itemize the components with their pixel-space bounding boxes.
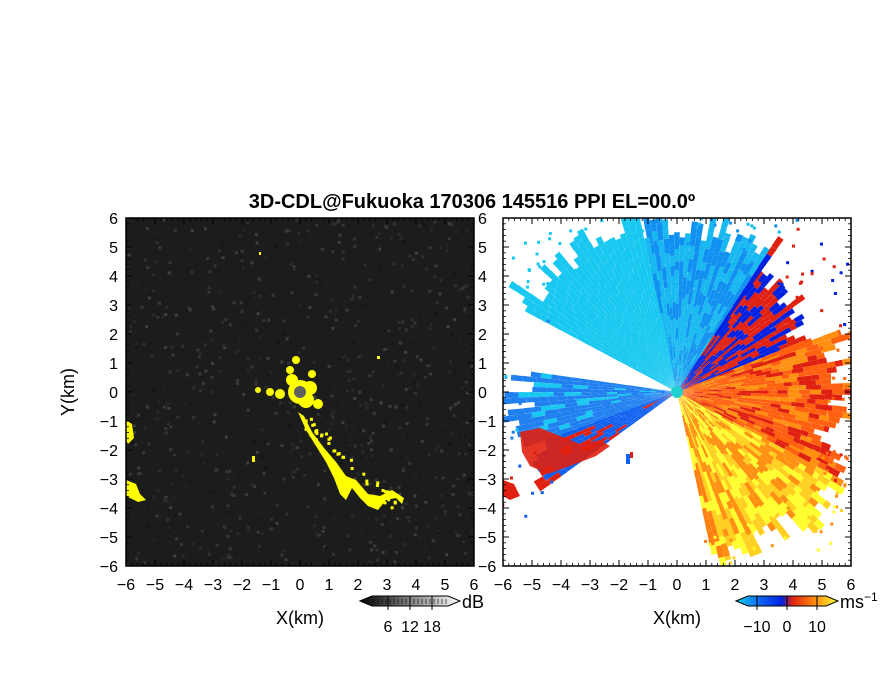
x-tick-label: 1 — [325, 577, 334, 594]
velocity-colorbar-label: ms−1 — [840, 590, 878, 612]
x-tick-label: 0 — [296, 577, 305, 594]
x-tick-label: −5 — [523, 577, 541, 594]
y-tick-label-right: −1 — [478, 414, 496, 431]
y-tick-label-right: 1 — [478, 356, 487, 373]
x-tick-label: −4 — [552, 577, 570, 594]
reflectivity-highlight — [126, 252, 404, 510]
x-tick-label: 2 — [354, 577, 363, 594]
colorbar-tick-label: 12 — [401, 619, 419, 636]
velocity-colorbar: −10 0 10 ms−1 — [734, 590, 878, 636]
velocity-axes: −6 −5 −4 −3 −2 −1 0 1 2 3 4 5 6 — [494, 217, 856, 594]
x-tick-label: 3 — [383, 577, 392, 594]
x-tick-label: 5 — [441, 577, 450, 594]
x-tick-label: −3 — [204, 577, 222, 594]
x-tick-label: 0 — [673, 577, 682, 594]
x-tick-label: −4 — [175, 577, 193, 594]
velocity-echo — [503, 218, 851, 566]
x-tick-label: −6 — [117, 577, 135, 594]
x-tick-label: −3 — [581, 577, 599, 594]
y-tick-label: 5 — [109, 240, 118, 257]
reflectivity-y-axis-label: Y(km) — [58, 368, 78, 416]
db-colorbar-ticks: 6 12 18 — [373, 596, 447, 636]
y-tick-label: −1 — [100, 414, 118, 431]
y-tick-label-right: 4 — [478, 269, 487, 286]
x-tick-label: −5 — [146, 577, 164, 594]
x-tick-label: 2 — [731, 577, 740, 594]
x-tick-label: 4 — [789, 577, 798, 594]
velocity-panel: −6 −5 −4 −3 −2 −1 0 1 2 3 4 5 6 X(km) — [494, 217, 856, 628]
velocity-x-axis-label: X(km) — [653, 608, 701, 628]
y-tick-label: 0 — [109, 385, 118, 402]
y-tick-label: 3 — [109, 298, 118, 315]
y-tick-label: 6 — [109, 211, 118, 228]
y-tick-label-right: 5 — [478, 240, 487, 257]
y-tick-label-right: −4 — [478, 501, 496, 518]
y-tick-label-right: 0 — [478, 385, 487, 402]
x-tick-label: 6 — [470, 577, 479, 594]
colorbar-tick-label: 0 — [783, 619, 792, 636]
x-tick-label: 5 — [818, 577, 827, 594]
x-tick-label: 1 — [702, 577, 711, 594]
x-tick-label: −2 — [610, 577, 628, 594]
y-tick-label-right: 2 — [478, 327, 487, 344]
radar-site-marker-velocity — [671, 386, 683, 398]
x-tick-label: −1 — [262, 577, 280, 594]
y-tick-label: 4 — [109, 269, 118, 286]
x-tick-label: 6 — [847, 577, 856, 594]
x-tick-label: 4 — [412, 577, 421, 594]
reflectivity-colorbar: 6 12 18 dB — [358, 592, 484, 636]
y-tick-label: −2 — [100, 443, 118, 460]
colorbar-tick-label: 6 — [384, 619, 393, 636]
reflectivity-panel: −66 6−55 5−44 4−33 3−22 2−11 100 01−1 −12−2 −23−3… — [58, 211, 497, 628]
colorbar-tick-label: 10 — [808, 619, 826, 636]
y-tick-label-right: −5 — [478, 530, 496, 547]
figure-title: 3D-CDL@Fukuoka 170306 145516 PPI EL=00.0… — [249, 191, 695, 213]
colorbar-tick-label: −10 — [743, 619, 770, 636]
y-tick-label: 2 — [109, 327, 118, 344]
y-tick-label: −4 — [100, 501, 118, 518]
y-tick-label-right: 3 — [478, 298, 487, 315]
y-tick-label-right: −2 — [478, 443, 496, 460]
colorbar-tick-label: 18 — [423, 619, 441, 636]
velocity-colorbar-label-exponent: −1 — [864, 590, 878, 604]
y-tick-label-right: −6 — [478, 559, 496, 576]
x-tick-label: −6 — [494, 577, 512, 594]
reflectivity-x-axis-label: X(km) — [276, 608, 324, 628]
reflectivity-axes: −66 6−55 5−44 4−33 3−22 2−11 100 01−1 −12−2 −23−3… — [100, 211, 497, 594]
y-tick-label-right: −3 — [478, 472, 496, 489]
y-tick-label-right: 6 — [478, 211, 487, 228]
y-tick-label: 1 — [109, 356, 118, 373]
y-tick-label: −3 — [100, 472, 118, 489]
y-tick-label: −5 — [100, 530, 118, 547]
x-tick-label: −1 — [639, 577, 657, 594]
x-tick-label: 3 — [760, 577, 769, 594]
y-tick-label: −6 — [100, 559, 118, 576]
x-tick-label: −2 — [233, 577, 251, 594]
velocity-colorbar-ticks: −10 0 10 — [743, 596, 826, 636]
db-colorbar-label: dB — [462, 592, 484, 612]
radar-site-marker — [294, 386, 306, 398]
